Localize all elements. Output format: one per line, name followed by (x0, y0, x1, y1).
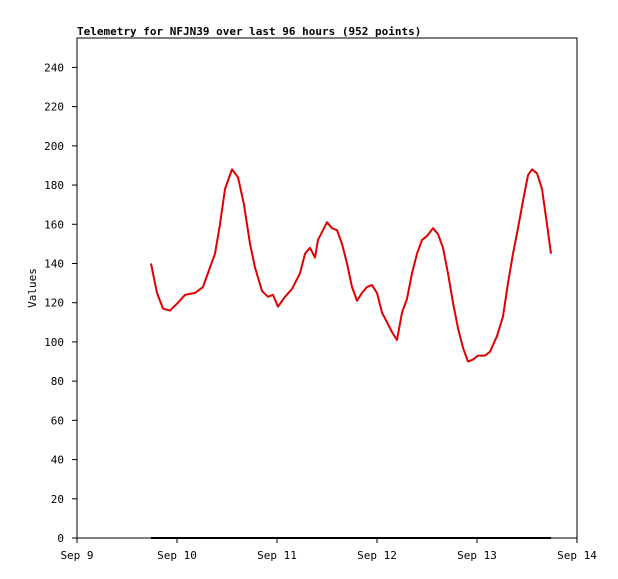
y-tick-label: 220 (44, 101, 64, 114)
data-line (150, 168, 552, 363)
chart-title: Telemetry for NFJN39 over last 96 hours … (77, 25, 421, 38)
y-tick-label: 160 (44, 218, 64, 231)
plot-frame (76, 37, 578, 539)
x-tick-label: Sep 11 (257, 549, 297, 562)
y-tick-label: 240 (44, 61, 64, 74)
y-tick-label: 100 (44, 336, 64, 349)
y-tick-label: 140 (44, 257, 64, 270)
y-axis-label: Values (26, 268, 39, 308)
x-tick-label: Sep 13 (457, 549, 497, 562)
y-tick-label: 40 (51, 454, 64, 467)
x-tick-label: Sep 9 (60, 549, 93, 562)
y-tick-label: 80 (51, 375, 64, 388)
x-tick-label: Sep 10 (157, 549, 197, 562)
y-tick-label: 120 (44, 297, 64, 310)
y-tick-label: 180 (44, 179, 64, 192)
y-tick-label: 60 (51, 414, 64, 427)
y-tick-label: 200 (44, 140, 64, 153)
y-tick-label: 0 (57, 532, 64, 545)
y-tick-label: 20 (51, 493, 64, 506)
x-tick-label: Sep 12 (357, 549, 397, 562)
x-tick-label: Sep 14 (557, 549, 597, 562)
